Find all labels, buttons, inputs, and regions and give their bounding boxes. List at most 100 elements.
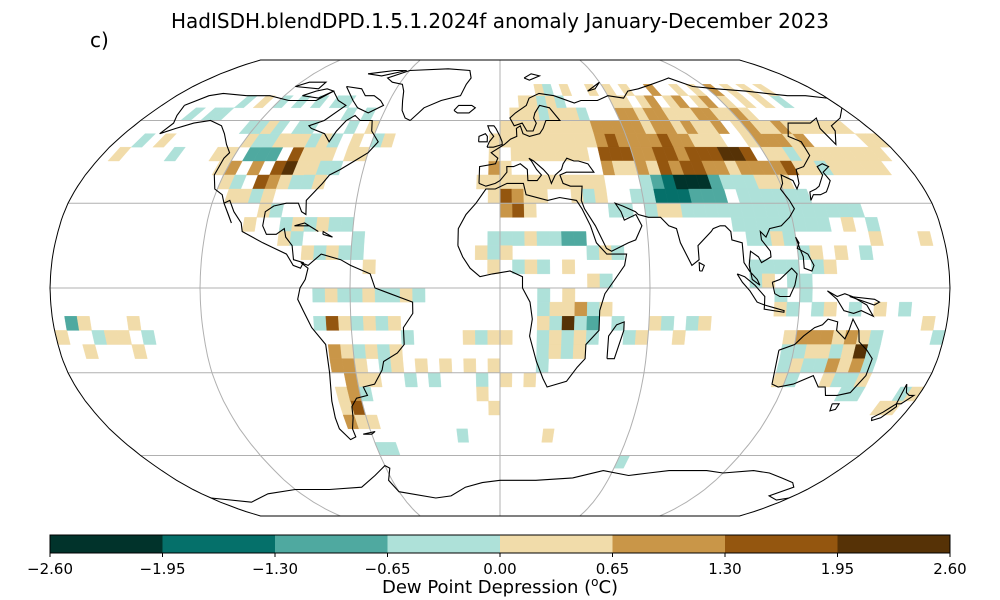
anomaly-cell (456, 428, 469, 443)
anomaly-cell (697, 316, 712, 331)
anomaly-cell (848, 301, 863, 317)
anomaly-cell (427, 372, 442, 388)
anomaly-cell (510, 146, 523, 162)
colorbar-tick-label: −1.95 (139, 560, 186, 578)
anomaly-cell (377, 344, 391, 359)
anomaly-cell (278, 217, 294, 232)
colorbar-tick-label: −2.60 (27, 560, 73, 578)
anomaly-cell (338, 245, 352, 260)
coastline (795, 236, 815, 272)
anomaly-cell (487, 330, 501, 345)
anomaly-cell (326, 160, 344, 176)
anomaly-cell (586, 301, 601, 317)
anomaly-cell (340, 344, 355, 359)
anomaly-cell (312, 287, 326, 303)
coastline (587, 81, 600, 92)
anomaly-cell (347, 133, 365, 148)
anomaly-cell (769, 231, 785, 246)
coastline (322, 230, 333, 238)
coastline (159, 90, 379, 269)
anomaly-cell (511, 174, 524, 190)
anomaly-cell (586, 316, 600, 331)
anomaly-cell (412, 287, 426, 303)
anomaly-cell (438, 358, 453, 374)
anomaly-cell (840, 217, 857, 232)
anomaly-cell (403, 372, 418, 388)
anomaly-cell (499, 120, 511, 134)
anomaly-cell (757, 231, 773, 246)
anomaly-cell (561, 330, 575, 345)
anomaly-cell (660, 316, 675, 331)
anomaly-cell (375, 316, 389, 331)
anomaly-cell (338, 316, 352, 331)
anomaly-cell (499, 245, 513, 260)
anomaly-cell (512, 231, 525, 246)
anomaly-cell (463, 358, 477, 374)
anomaly-cell (833, 245, 849, 260)
anomaly-cell (869, 160, 893, 176)
anomaly-cell (499, 372, 513, 388)
anomaly-cell (580, 174, 595, 190)
anomaly-cell (733, 95, 757, 109)
anomaly-cell (655, 202, 671, 218)
anomaly-cell (499, 330, 513, 345)
anomaly-cell (524, 259, 538, 275)
anomaly-cell (773, 259, 788, 275)
colorbar-swatch (837, 535, 951, 553)
colorbar (49, 534, 951, 557)
anomaly-cell (522, 174, 536, 190)
colorbar-label-prefix: Dew Point Depression ( (381, 577, 592, 598)
anomaly-cell (573, 231, 587, 246)
anomaly-cell (315, 217, 330, 232)
anomaly-cell (252, 95, 276, 109)
anomaly-cell (241, 217, 257, 232)
anomaly-cell (107, 146, 132, 162)
anomaly-cell (311, 174, 328, 190)
colorbar-swatch (725, 535, 838, 553)
anomaly-cell (634, 330, 649, 345)
anomaly-cell (575, 146, 590, 162)
anomaly-cell (131, 344, 148, 359)
anomaly-cell (487, 358, 501, 374)
anomaly-cell (537, 287, 551, 303)
anomaly-cell (475, 330, 488, 345)
anomaly-cell (541, 428, 555, 443)
anomaly-cell (487, 188, 501, 204)
colorbar-tick-label: 0.65 (595, 560, 630, 578)
colorbar-tick-label: 1.95 (820, 560, 855, 578)
map-boundary (49, 59, 951, 517)
anomaly-cell (474, 245, 488, 260)
colorbar-label: Dew Point Depression (oC) (0, 575, 1000, 598)
anomaly-cell (523, 372, 537, 388)
anomaly-cell (667, 202, 683, 218)
coastline (523, 73, 542, 81)
anomaly-cell (815, 217, 832, 232)
anomaly-cell (543, 146, 557, 162)
anomaly-cell (140, 330, 157, 345)
anomaly-cell (324, 287, 338, 303)
anomaly-cell (233, 95, 259, 109)
anomaly-cell (671, 330, 686, 345)
anomaly-cell (300, 245, 315, 260)
coastline (386, 68, 472, 121)
anomaly-cell (785, 301, 800, 317)
anomaly-cell (868, 231, 884, 246)
figure-title: HadISDH.blendDPD.1.5.1.2024f anomaly Jan… (170, 9, 830, 33)
anomaly-cell (751, 84, 780, 96)
anomaly-cell (920, 316, 936, 331)
anomaly-cell (462, 330, 476, 345)
anomaly-cell (364, 344, 379, 359)
anomaly-cell (574, 301, 588, 317)
anomaly-cell (561, 316, 575, 331)
anomaly-cell (400, 330, 415, 345)
anomaly-cell (730, 217, 746, 232)
anomaly-cell (517, 95, 529, 109)
anomaly-cell (799, 273, 813, 289)
anomaly-cell (562, 301, 576, 317)
anomaly-cell (352, 344, 367, 359)
coastline (457, 182, 628, 388)
anomaly-cell (499, 174, 512, 190)
anomaly-cell (414, 358, 429, 374)
anomaly-cell (594, 188, 609, 204)
